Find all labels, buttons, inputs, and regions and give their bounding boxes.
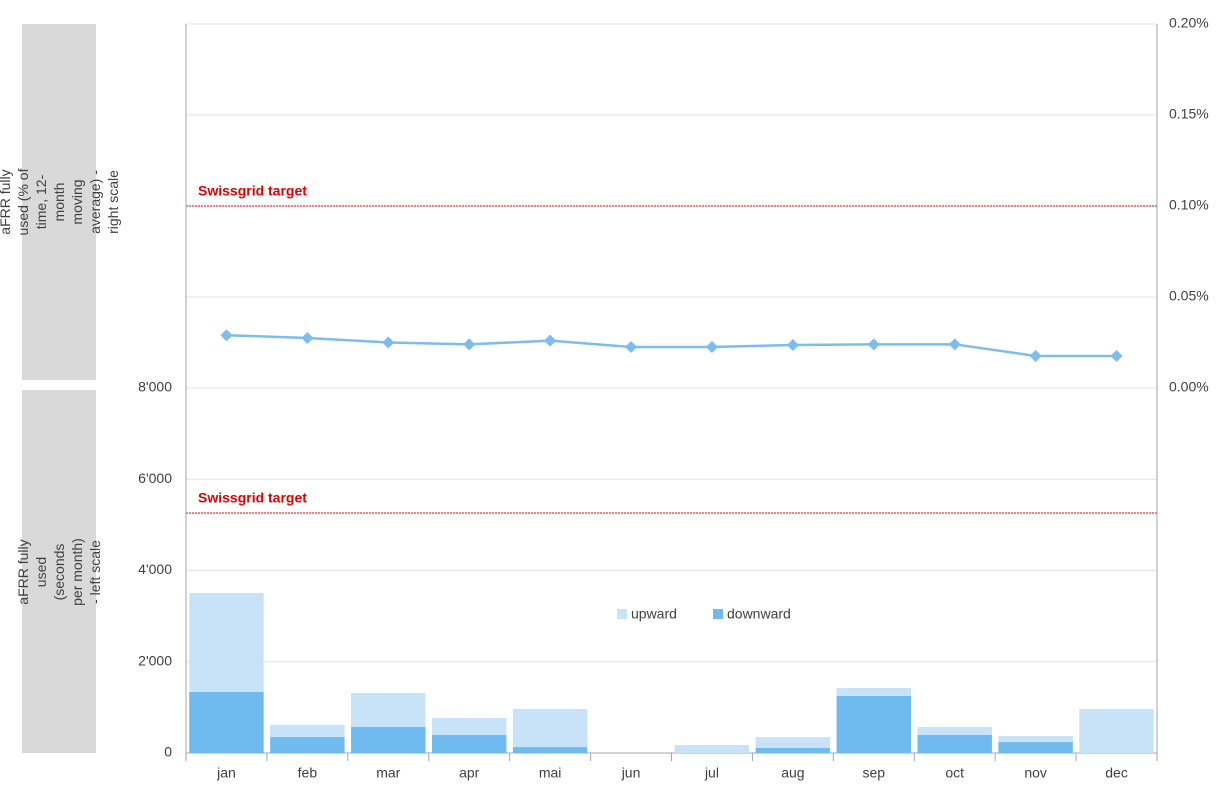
bar-segment [836, 695, 912, 753]
x-tick-label: dec [1105, 765, 1128, 781]
marker [867, 338, 880, 351]
y-axis-box: aFRR fully used (seconds per month) - le… [15, 390, 103, 753]
bar-segment [998, 742, 1073, 753]
bar-segment [1079, 708, 1154, 753]
x-tick-label: jun [621, 765, 641, 781]
x-tick-label: jul [704, 765, 719, 781]
x-tick-label: feb [298, 765, 318, 781]
bar-segment [836, 687, 912, 696]
bar-segment [270, 724, 345, 738]
annotation: Swissgrid target [198, 490, 307, 506]
marker [463, 338, 476, 351]
y-tick-label: 0 [164, 744, 172, 760]
bar-segment [512, 708, 588, 748]
y-tick-label: 0.20% [1169, 15, 1209, 31]
marker [705, 341, 718, 354]
x-tick-label: aug [781, 765, 804, 781]
marker [786, 339, 799, 352]
y-tick-label: 2'000 [138, 652, 172, 668]
y-tick-label: 4'000 [138, 561, 172, 577]
y-axis-box: aFRR fully used (% of time, 12-month mov… [0, 24, 121, 380]
y-tick-label: 0.00% [1169, 379, 1209, 395]
x-tick-label: nov [1024, 765, 1047, 781]
bar-segment [189, 592, 264, 692]
bar-segment [917, 726, 992, 735]
y-tick-label: 6'000 [138, 470, 172, 486]
bar-segment [431, 717, 507, 735]
marker [544, 334, 557, 347]
annotation: Swissgrid target [198, 183, 307, 199]
x-tick-label: mai [539, 765, 562, 781]
legend-label: downward [727, 606, 791, 622]
marker [625, 341, 638, 354]
bar-segment [431, 734, 507, 753]
bar-segment [512, 747, 588, 753]
x-tick-label: mar [376, 765, 400, 781]
y-tick-label: 0.05% [1169, 288, 1209, 304]
y-tick-label: 0.10% [1169, 197, 1209, 213]
x-tick-label: jan [216, 765, 236, 781]
bar-segment [189, 691, 264, 753]
legend-label: upward [631, 606, 677, 622]
x-tick-label: sep [863, 765, 886, 781]
marker [1029, 349, 1042, 362]
bar-segment [351, 726, 426, 753]
y-tick-label: 8'000 [138, 379, 172, 395]
legend-swatch [713, 609, 723, 619]
bar-segment [270, 737, 345, 753]
marker [1110, 349, 1123, 362]
legend-swatch [617, 609, 627, 619]
x-tick-label: oct [945, 765, 964, 781]
bar-segment [755, 747, 831, 753]
bar-segment [998, 735, 1073, 743]
bar-segment [674, 745, 750, 753]
marker [948, 338, 961, 351]
x-tick-label: apr [459, 765, 480, 781]
marker [301, 331, 314, 344]
marker [382, 336, 395, 349]
marker [220, 329, 233, 342]
bar-segment [351, 692, 426, 727]
line [226, 333, 1117, 358]
bar-segment [917, 734, 992, 753]
y-tick-label: 0.15% [1169, 106, 1209, 122]
bar-segment [755, 737, 831, 748]
